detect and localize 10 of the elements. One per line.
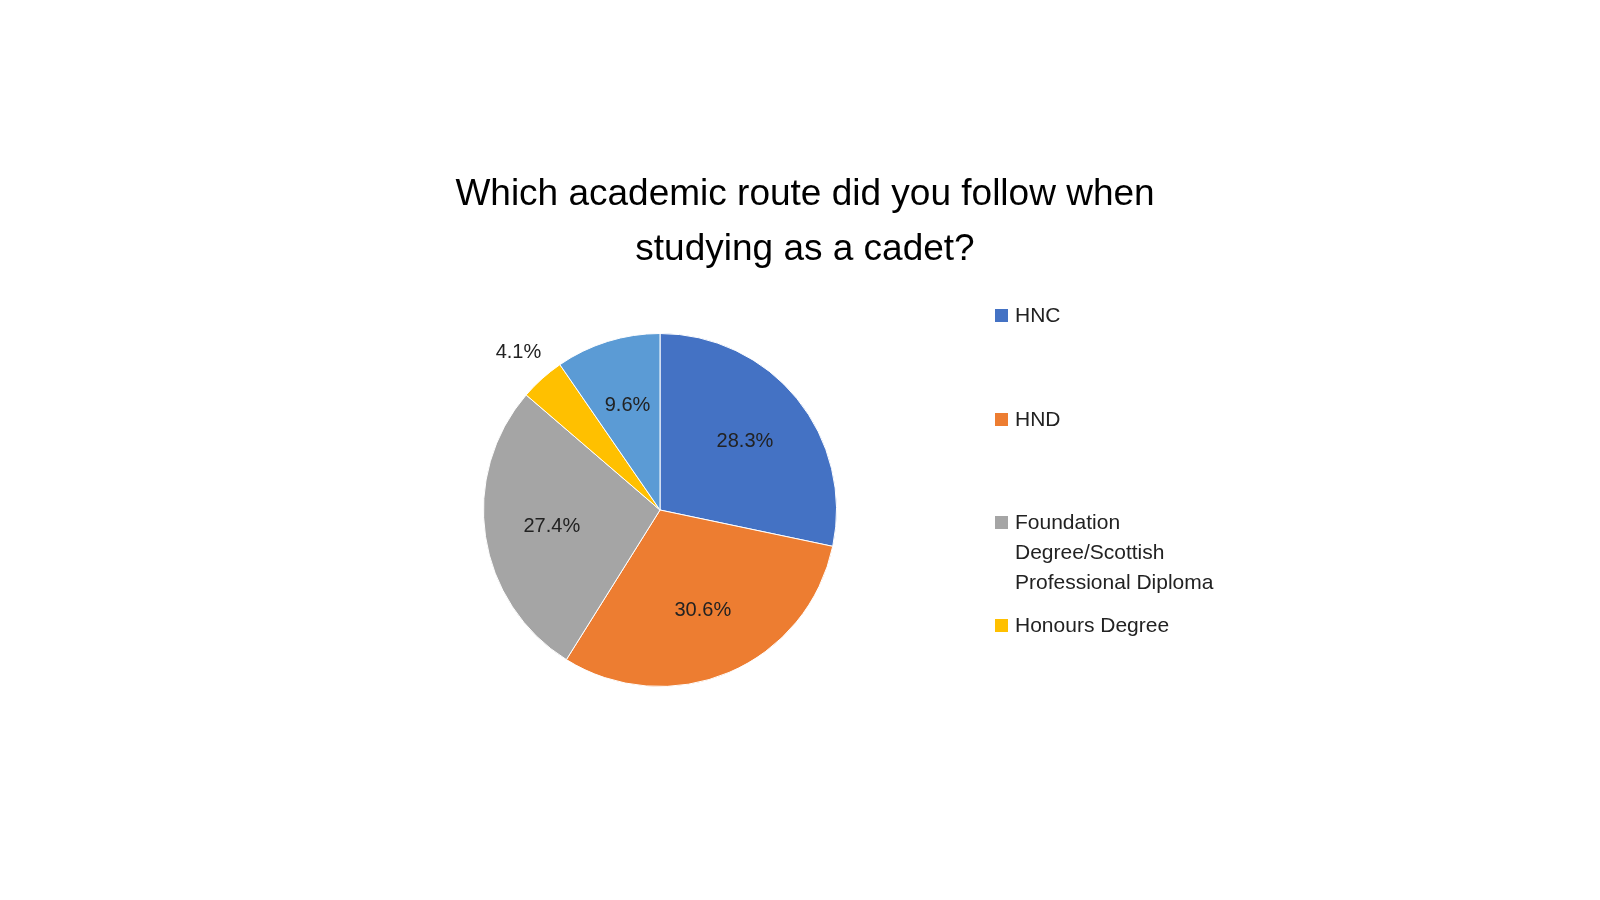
legend-label: HNC xyxy=(1015,302,1061,328)
data-label: 27.4% xyxy=(523,513,581,536)
data-label: 9.6% xyxy=(604,393,651,416)
data-label: 4.1% xyxy=(495,339,542,362)
data-label: 30.6% xyxy=(674,598,732,621)
data-label: 28.3% xyxy=(716,428,774,451)
chart-title: Which academic route did you follow when studying as a cadet? xyxy=(454,171,1156,270)
legend-label: HND xyxy=(1015,406,1061,432)
legend-label: Honours Degree xyxy=(1015,612,1170,638)
legend-label: Foundation Degree/Scottish Professional Diploma xyxy=(1015,509,1215,595)
